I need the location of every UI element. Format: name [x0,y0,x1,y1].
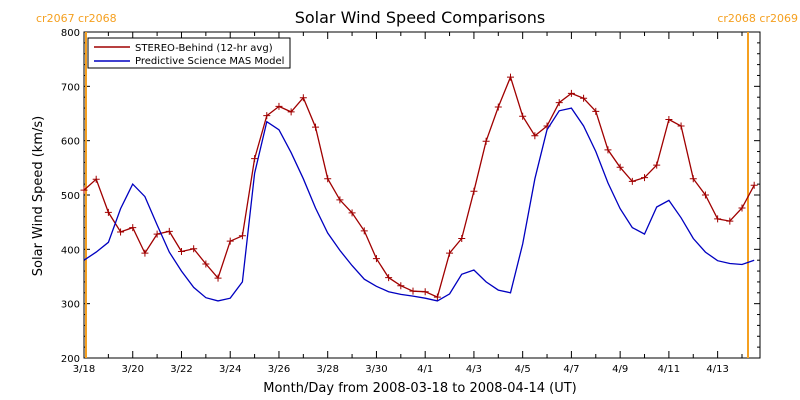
data-point [104,208,112,216]
carrington-markers: cr2067 cr2068 cr2068 cr2069 [36,12,798,358]
data-point [506,73,514,81]
x-tick-label: 3/18 [73,364,95,375]
data-point [750,181,758,189]
data-point [653,161,661,169]
y-tick-label-600: 600 [61,137,80,148]
data-point [238,232,246,240]
x-tick-label: 3/28 [316,364,338,375]
y-tick-label-800: 800 [61,28,80,39]
data-point [80,186,88,194]
data-point [202,260,210,268]
data-point [226,237,234,245]
chart-title: Solar Wind Speed Comparisons [295,8,546,27]
data-point [177,248,185,256]
x-tick-label: 4/9 [612,364,628,375]
data-point [360,227,368,235]
carrington-label-0: cr2067 cr2068 [36,12,117,25]
x-axis-label: Month/Day from 2008-03-18 to 2008-04-14 … [263,381,576,396]
x-tick-label: 4/7 [563,364,579,375]
data-point [348,209,356,217]
data-point [129,224,137,232]
data-point [299,94,307,102]
x-tick-label: 4/3 [466,364,482,375]
data-point [372,255,380,263]
x-tick-label: 4/13 [706,364,728,375]
data-point [616,163,624,171]
data-point [141,249,149,257]
x-axis: 3/18 3/20 3/22 3/24 3/26 3/28 3/30 4/1 4/3 4/5 4/7… [73,32,743,375]
y-tick-label-200: 200 [61,354,80,365]
data-point [117,228,125,236]
data-point [738,204,746,212]
data-point [494,103,502,111]
data-point [665,115,673,123]
data-point [677,122,685,130]
data-point [251,155,259,163]
data-point [433,293,441,301]
data-point [153,230,161,238]
data-point [324,175,332,183]
carrington-label-1: cr2068 cr2069 [717,12,798,25]
data-point [714,215,722,223]
y-tick-label-400: 400 [61,245,80,256]
data-point [214,274,222,282]
y-tick-label-500: 500 [61,191,80,202]
x-tick-label: 3/20 [122,364,144,375]
x-tick-label: 4/1 [417,364,433,375]
data-point [628,177,636,185]
x-tick-label: 3/22 [170,364,192,375]
x-tick-label: 4/11 [658,364,680,375]
data-point [592,107,600,115]
data-point [470,187,478,195]
y-axis: 200 300 400 500 600 700 800 [61,28,760,365]
data-point [275,102,283,110]
data-point [409,287,417,295]
x-tick-label: 3/26 [268,364,290,375]
plot-frame [83,31,761,359]
data-point [165,227,173,235]
data-point [555,99,563,107]
data-point [421,288,429,296]
data-point [689,175,697,183]
data-point [580,94,588,102]
legend: STEREO-Behind (12-hr avg) Predictive Sci… [87,37,291,69]
data-point [385,274,393,282]
data-point [190,245,198,253]
data-point [641,174,649,182]
series-line-1 [83,107,755,302]
series-line-0 [83,75,755,298]
x-tick-label: 3/24 [219,364,241,375]
data-point [287,108,295,116]
x-tick-label: 4/5 [515,364,531,375]
legend-box [87,37,291,69]
data-point [604,146,612,154]
data-point [482,137,490,145]
y-axis-label: Solar Wind Speed (km/s) [31,116,46,276]
data-point [397,282,405,290]
legend-label-model: Predictive Science MAS Model [135,56,284,67]
data-point [531,132,539,140]
y-tick-label-700: 700 [61,82,80,93]
x-tick-label: 3/30 [365,364,387,375]
data-point [263,112,271,120]
y-tick-label-300: 300 [61,300,80,311]
series-layer [80,73,758,302]
data-point [92,175,100,183]
data-point [701,191,709,199]
data-point [726,217,734,225]
data-point [336,196,344,204]
data-point [567,89,575,97]
data-point [458,234,466,242]
data-point [446,249,454,257]
legend-label-stereo: STEREO-Behind (12-hr avg) [135,43,273,54]
data-point [519,112,527,120]
data-point [312,123,320,131]
